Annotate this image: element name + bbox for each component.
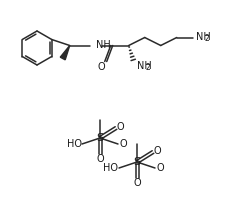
Text: HO: HO [104, 163, 118, 173]
Text: O: O [98, 62, 106, 71]
Text: S: S [97, 133, 104, 143]
Text: S: S [134, 157, 141, 167]
Text: HO: HO [67, 139, 81, 149]
Text: O: O [153, 146, 161, 156]
Text: NH: NH [96, 40, 110, 50]
Text: 2: 2 [205, 34, 209, 43]
Text: 2: 2 [146, 62, 150, 71]
Text: O: O [119, 139, 127, 149]
Text: O: O [156, 163, 164, 173]
Text: NH: NH [137, 61, 151, 70]
Text: O: O [133, 178, 141, 188]
Text: O: O [96, 154, 104, 164]
Text: NH: NH [196, 32, 210, 42]
Text: O: O [116, 122, 124, 132]
Polygon shape [60, 46, 70, 60]
